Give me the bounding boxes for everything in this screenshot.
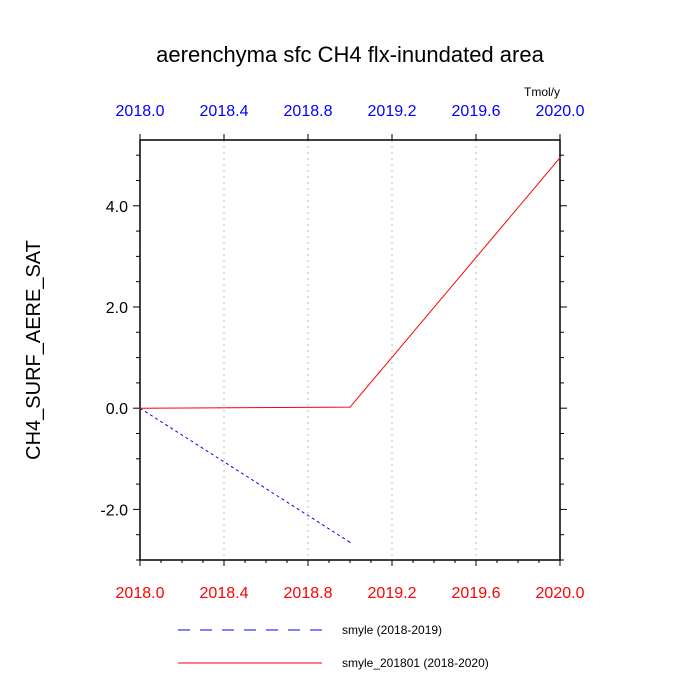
y-tick-label: -2.0: [100, 502, 128, 519]
legend: smyle (2018-2019) smyle_201801 (2018-2020…: [178, 623, 489, 670]
chart-title: aerenchyma sfc CH4 flx-inundated area: [156, 42, 544, 67]
x-tick-label-top: 2019.2: [368, 103, 417, 120]
y-tick-label: 4.0: [106, 199, 128, 216]
series-2-point: [559, 157, 561, 159]
x-tick-label-top: 2020.0: [536, 103, 585, 120]
x-tick-label-bottom: 2019.2: [368, 585, 417, 602]
legend-label-2: smyle_201801 (2018-2020): [342, 656, 489, 670]
axis-ticks: [133, 134, 567, 566]
y-axis-label: CH4_SURF_AERE_SAT: [23, 240, 45, 460]
x-tick-label-top: 2018.4: [200, 103, 249, 120]
x-tick-label-bottom: 2020.0: [536, 585, 585, 602]
series-1-point: [349, 541, 351, 543]
tick-labels: 2018.0 2018.0 2018.4 2018.4 2018.8 2018.8 2019…: [100, 103, 584, 602]
x-tick-label-bottom: 2019.6: [452, 585, 501, 602]
plot-frame: [139, 139, 561, 561]
legend-label-1: smyle (2018-2019): [342, 623, 442, 637]
x-tick-label-top: 2019.6: [452, 103, 501, 120]
x-tick-label-bottom: 2018.0: [116, 585, 165, 602]
grid-lines: [223, 140, 477, 560]
y-tick-label: 0.0: [106, 401, 128, 418]
series-line-2: [139, 157, 561, 409]
series-2-point: [139, 407, 141, 409]
x-tick-label-bottom: 2018.8: [284, 585, 333, 602]
x-tick-label-bottom: 2018.4: [200, 585, 249, 602]
y-tick-label: 2.0: [106, 300, 128, 317]
series-2-point: [349, 406, 351, 408]
x-tick-label-top: 2018.8: [284, 103, 333, 120]
units-label: Tmol/y: [524, 85, 560, 99]
series-line-1: [139, 407, 351, 543]
series-lines: [139, 157, 561, 543]
x-tick-label-top: 2018.0: [116, 103, 165, 120]
